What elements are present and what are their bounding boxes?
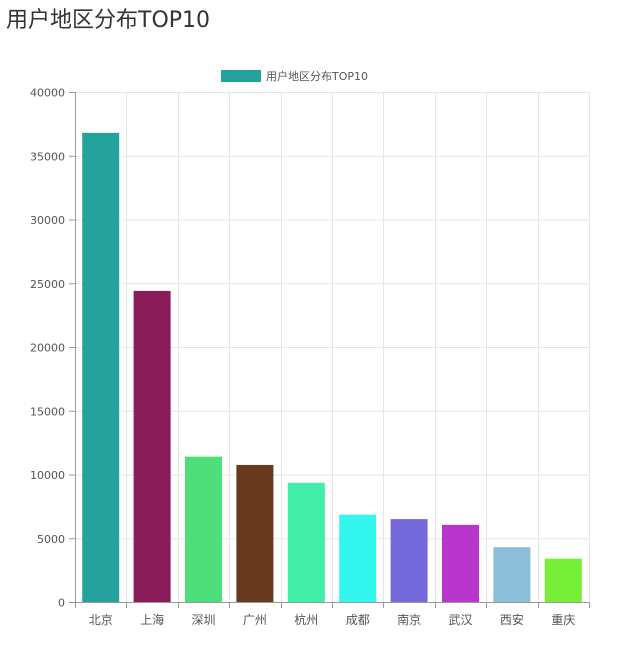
y-tick-label: 35000 bbox=[30, 150, 65, 163]
x-tick-label: 深圳 bbox=[191, 613, 215, 627]
bar-北京[interactable] bbox=[82, 132, 120, 603]
legend-label[interactable]: 用户地区分布TOP10 bbox=[266, 69, 368, 83]
page-title: 用户地区分布TOP10 bbox=[6, 8, 211, 33]
x-tick-label: 北京 bbox=[89, 613, 113, 627]
legend-swatch[interactable] bbox=[221, 70, 261, 82]
x-tick-label: 成都 bbox=[346, 613, 370, 627]
x-tick-label: 重庆 bbox=[551, 613, 575, 627]
y-tick-label: 20000 bbox=[30, 342, 65, 355]
bar-西安[interactable] bbox=[493, 547, 531, 602]
x-tick-label: 上海 bbox=[140, 612, 164, 627]
y-tick-label: 5000 bbox=[37, 533, 65, 546]
x-tick-label: 杭州 bbox=[294, 612, 318, 627]
bar-成都[interactable] bbox=[339, 514, 377, 602]
bar-杭州[interactable] bbox=[287, 482, 325, 602]
y-tick-label: 40000 bbox=[30, 87, 65, 100]
bar-重庆[interactable] bbox=[544, 558, 582, 602]
bar-武汉[interactable] bbox=[441, 524, 480, 602]
y-tick-label: 30000 bbox=[30, 214, 65, 227]
bar-南京[interactable] bbox=[390, 519, 428, 602]
y-axis-ticks: 0 5000 10000 15000 20000 25000 30000 35000 40000 bbox=[30, 87, 75, 610]
y-tick-label: 0 bbox=[58, 597, 65, 610]
bar-广州[interactable] bbox=[236, 464, 274, 602]
x-tick-label: 武汉 bbox=[448, 613, 472, 627]
y-tick-label: 15000 bbox=[30, 405, 65, 418]
x-axis-ticks: 北京 上海 深圳 广州 杭州 成都 南京 武汉 西安 重庆 bbox=[89, 602, 590, 627]
bar-上海[interactable] bbox=[133, 290, 171, 602]
x-tick-label: 广州 bbox=[243, 613, 267, 627]
y-tick-label: 25000 bbox=[30, 278, 65, 291]
x-tick-label: 西安 bbox=[500, 612, 524, 627]
axes bbox=[69, 92, 589, 608]
bar-深圳[interactable] bbox=[184, 456, 223, 602]
y-tick-label: 10000 bbox=[30, 469, 65, 482]
x-tick-label: 南京 bbox=[397, 612, 421, 627]
legend[interactable]: 用户地区分布TOP10 bbox=[221, 69, 368, 83]
bars bbox=[82, 132, 582, 603]
